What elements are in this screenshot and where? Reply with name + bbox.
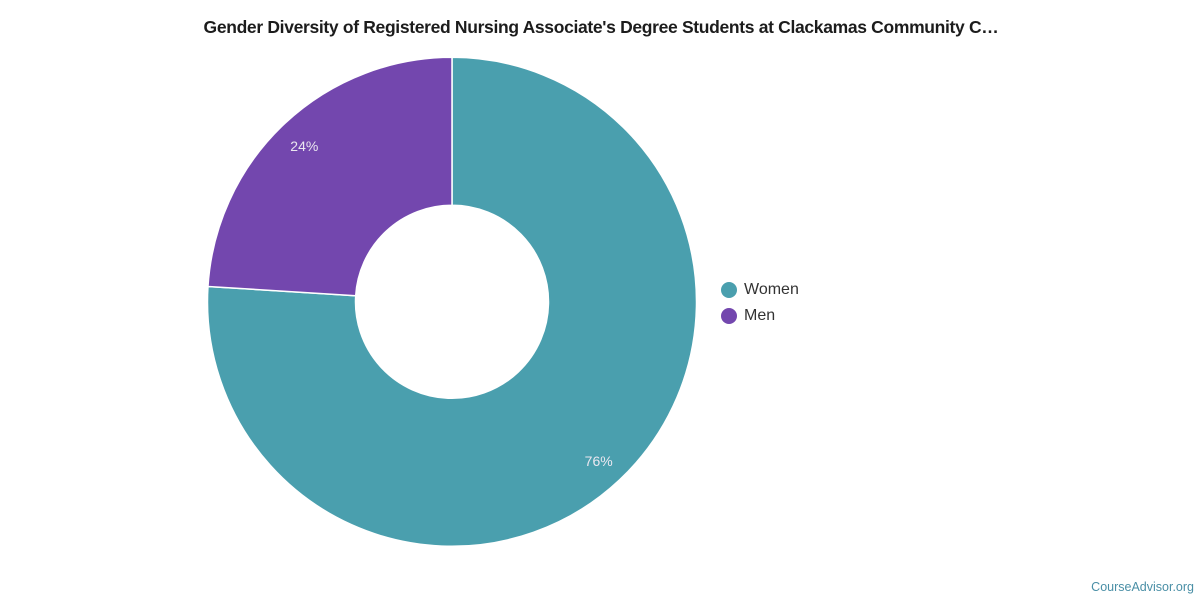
svg-text:76%: 76% [585, 453, 613, 469]
svg-text:24%: 24% [290, 138, 318, 154]
